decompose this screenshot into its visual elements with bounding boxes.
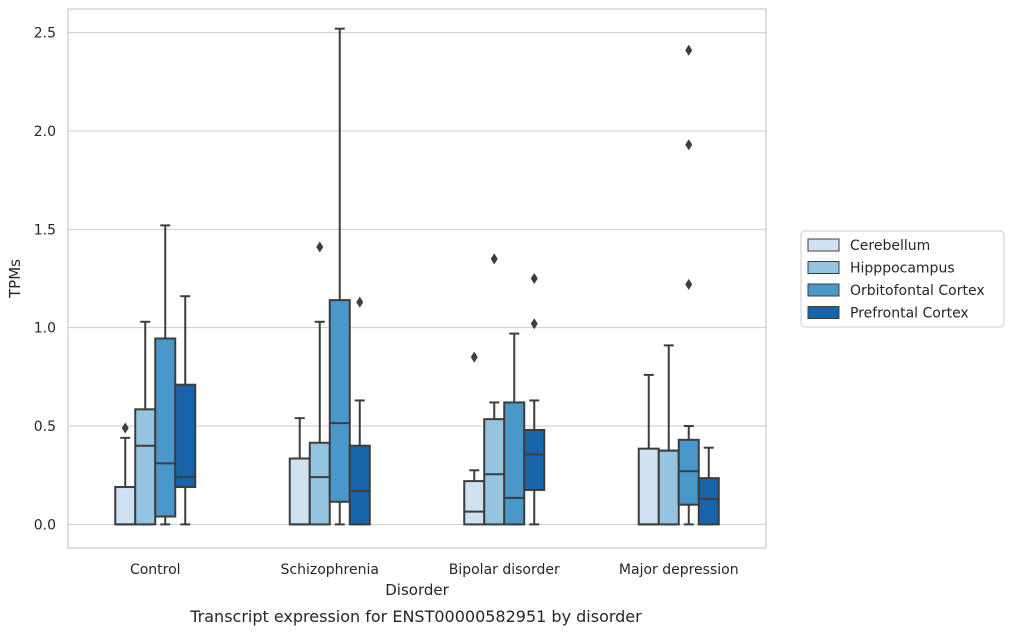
box-iqr: [523, 428, 546, 491]
x-tick-label: Schizophrenia: [281, 562, 379, 578]
legend-swatch: [807, 261, 840, 274]
x-tick-label: Major depression: [619, 562, 739, 578]
category-group: [114, 224, 197, 526]
x-tick-label: Bipolar disorder: [449, 562, 560, 578]
box-plot: [637, 373, 660, 526]
plot-area-frame: [67, 8, 767, 549]
outlier-point: [470, 351, 478, 363]
legend-swatch: [807, 306, 840, 319]
legend: Cerebellum Hipppocampus Orbitofontal Corte…: [800, 230, 1005, 328]
legend-swatch: [807, 238, 840, 252]
box-iqr: [483, 418, 506, 526]
x-axis-label: Disorder: [385, 581, 449, 599]
outlier-point: [490, 253, 498, 265]
box-iqr: [657, 449, 680, 526]
y-tick-label: 2.5: [34, 26, 56, 42]
outlier-point: [530, 273, 538, 284]
y-tick-labels: 0.0 0.5 1.0 1.5 2.0 2.5: [34, 26, 56, 534]
box-plot: [174, 295, 197, 526]
y-tick-label: 2.0: [34, 124, 56, 140]
box-iqr: [288, 457, 311, 526]
legend-swatch: [807, 283, 840, 297]
outlier-point: [685, 44, 693, 56]
legend-label: Prefrontal Cortex: [850, 306, 969, 322]
box-plot: [523, 273, 546, 526]
y-tick-label: 1.5: [34, 222, 56, 238]
outlier-point: [121, 422, 129, 434]
y-tick-label: 1.0: [34, 321, 56, 337]
category-group: [463, 253, 546, 526]
outlier-point: [685, 139, 693, 151]
x-tick-label: Control: [130, 562, 181, 578]
box-plot: [677, 44, 700, 526]
box-plot: [657, 344, 680, 526]
box-iqr: [503, 401, 526, 526]
outlier-point: [316, 241, 324, 253]
box-iqr: [348, 444, 371, 526]
outlier-point: [356, 296, 364, 308]
y-tick-label: 0.5: [34, 419, 56, 435]
box-plot: [134, 320, 157, 526]
legend-frame: [800, 230, 1005, 328]
box-iqr: [174, 383, 197, 489]
legend-label: Orbitofontal Cortex: [850, 283, 985, 299]
box-iqr: [308, 441, 331, 526]
y-axis-label: TPMs: [6, 259, 24, 299]
box-iqr: [463, 480, 486, 526]
outlier-point: [685, 278, 693, 290]
category-group: [288, 27, 371, 526]
outlier-point: [530, 318, 538, 330]
box-iqr: [114, 486, 137, 526]
box-plot: [348, 296, 371, 526]
box-iqr: [154, 337, 177, 518]
x-tick-labels: Control Schizophrenia Bipolar disorder Majo…: [130, 562, 739, 578]
category-group: [637, 44, 720, 526]
legend-label: Cerebellum: [850, 238, 930, 254]
box-iqr: [134, 408, 157, 526]
box-plot: [328, 27, 351, 526]
box-iqr: [328, 299, 351, 503]
legend-label: Hipppocampus: [850, 261, 955, 277]
box-iqr: [697, 477, 720, 526]
box-iqr: [637, 447, 660, 526]
y-tick-label: 0.0: [34, 517, 56, 533]
box-plot: [697, 446, 720, 526]
box-groups: [114, 27, 720, 526]
box-plot: [308, 241, 331, 526]
figure-caption: Transcript expression for ENST0000058295…: [189, 607, 642, 626]
box-plot: [288, 417, 311, 526]
box-plot: [503, 332, 526, 526]
